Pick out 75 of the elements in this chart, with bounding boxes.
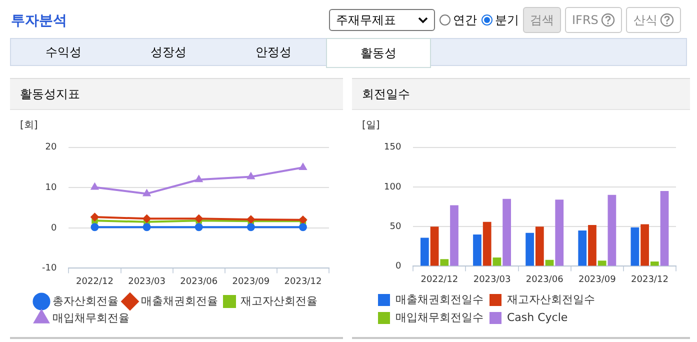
point	[194, 223, 203, 232]
y-axis-title: [일]	[361, 119, 381, 131]
point	[298, 223, 307, 232]
y-tick-label: 0	[50, 223, 57, 234]
point	[142, 214, 151, 223]
text: 안정성	[254, 44, 292, 60]
legend-label: 매입채무회전율	[52, 311, 130, 324]
x-tick-label: 2023/09	[578, 274, 616, 285]
y-tick-label: 20	[45, 142, 57, 153]
y-tick-label: -10	[42, 264, 57, 274]
text: 주재무제표	[336, 12, 396, 28]
x-tick-label: 2023/12	[284, 276, 322, 287]
legend-label: 재고자산회전율	[240, 294, 318, 308]
point	[90, 213, 99, 222]
text: 성장성	[150, 44, 188, 60]
x-tick-label: 2022/12	[76, 276, 114, 287]
text: 연간	[452, 12, 477, 28]
bar	[420, 238, 429, 266]
legend-label: 매출채권회전일수	[396, 292, 484, 306]
y-tick-label: 0	[395, 262, 402, 272]
point	[246, 215, 255, 224]
legend-label: 재고자산회전일수	[507, 292, 595, 306]
x-tick-label: 2023/03	[473, 274, 511, 285]
bar	[660, 190, 669, 266]
x-tick-label: 2023/06	[526, 274, 564, 285]
point	[91, 183, 98, 190]
text: IFRS	[565, 7, 622, 33]
text: 분기	[494, 12, 519, 28]
x-tick-label: 2023/09	[232, 276, 270, 287]
point	[299, 164, 307, 170]
text: 활동성	[326, 38, 431, 68]
bar	[598, 260, 606, 266]
bar	[473, 234, 482, 266]
y-tick-label: 50	[390, 222, 402, 232]
point	[247, 172, 255, 180]
bar	[555, 200, 564, 266]
legend-label: Cash Cycle	[507, 310, 568, 324]
x-tick-label: 2023/12	[631, 274, 668, 285]
bar	[502, 198, 511, 266]
point	[143, 190, 150, 196]
x-tick-label: 2022/12	[420, 274, 458, 285]
bar	[630, 227, 640, 266]
legend-label: 총자산회전율	[52, 294, 118, 308]
x-tick-label: 2023/06	[180, 276, 218, 287]
bar	[482, 222, 492, 266]
y-tick-label: 10	[45, 183, 57, 194]
bar	[526, 232, 534, 266]
bar	[640, 224, 649, 266]
bar	[450, 205, 458, 266]
chart-title: 활동성지표	[10, 79, 343, 110]
bar	[578, 230, 587, 266]
bar	[588, 225, 596, 266]
x-tick-label: 2023/03	[128, 276, 166, 287]
text: 수익성	[44, 44, 82, 60]
bar	[535, 226, 544, 266]
bar	[608, 194, 616, 266]
text: 투자분석	[11, 12, 67, 30]
point	[195, 176, 202, 182]
point	[142, 223, 151, 232]
legend-label: 매출채권회전율	[141, 294, 218, 308]
chart-title: 회전일수	[352, 79, 690, 110]
bar	[440, 259, 449, 266]
point	[90, 223, 99, 232]
y-axis-title: [회]	[19, 119, 39, 131]
text: 검색	[523, 7, 561, 33]
point	[246, 223, 255, 232]
bar	[545, 260, 554, 266]
bar	[650, 261, 659, 266]
bar	[430, 226, 439, 266]
text: 산식	[626, 7, 682, 33]
legend-label: 매입채무회전일수	[396, 310, 484, 324]
point	[194, 214, 203, 223]
y-tick-label: 100	[384, 182, 402, 192]
y-tick-label: 150	[384, 142, 402, 153]
bar	[492, 257, 502, 266]
